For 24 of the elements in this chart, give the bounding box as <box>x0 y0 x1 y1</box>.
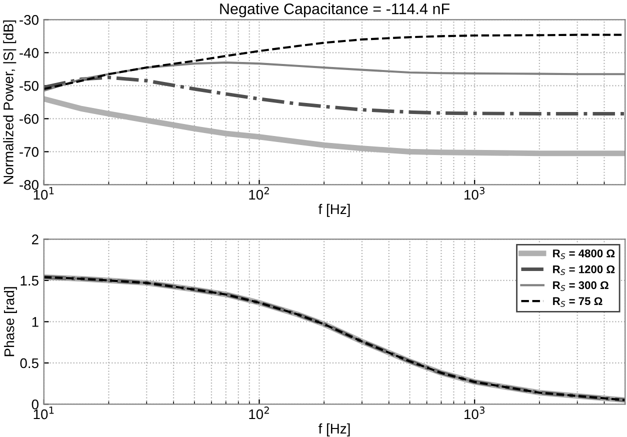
legend-label: R$_{S}$ = 4800 Ω <box>553 249 615 260</box>
x-tick-label: 10$^{3}$ <box>464 187 484 200</box>
y-tick-label: 0.5 <box>20 358 38 368</box>
y-tick-label: 0 <box>32 400 38 410</box>
y-tick-label: -70 <box>20 147 38 157</box>
x-tick-label: 10$^{2}$ <box>249 406 269 420</box>
x-tick-label: 10$^{3}$ <box>464 406 484 420</box>
x-axis-title: f [Hz] <box>318 204 350 217</box>
y-tick-label: -50 <box>20 81 38 91</box>
legend-label: R$_{S}$ = 1200 Ω <box>553 265 615 276</box>
legend-label: R$_{S}$ = 75 Ω <box>553 297 602 307</box>
y-tick-label: 1 <box>32 317 38 327</box>
y-tick-label: -40 <box>20 48 38 58</box>
y-tick-label: -30 <box>20 15 38 25</box>
y-tick-label: 1.5 <box>20 276 38 286</box>
legend-label: R$_{S}$ = 300 Ω <box>553 281 608 291</box>
y-axis-title: Phase [rad] <box>4 287 17 356</box>
y-tick-label: -80 <box>20 180 38 190</box>
y-axis-title: Normalized Power, |S| [dB] <box>3 20 16 184</box>
x-axis-title: f [Hz] <box>318 423 350 436</box>
y-tick-label: 2 <box>32 234 38 244</box>
y-tick-label: -60 <box>20 114 38 124</box>
chart-title: Negative Capacitance = -114.4 nF <box>220 3 450 18</box>
x-tick-label: 10$^{2}$ <box>249 187 269 200</box>
